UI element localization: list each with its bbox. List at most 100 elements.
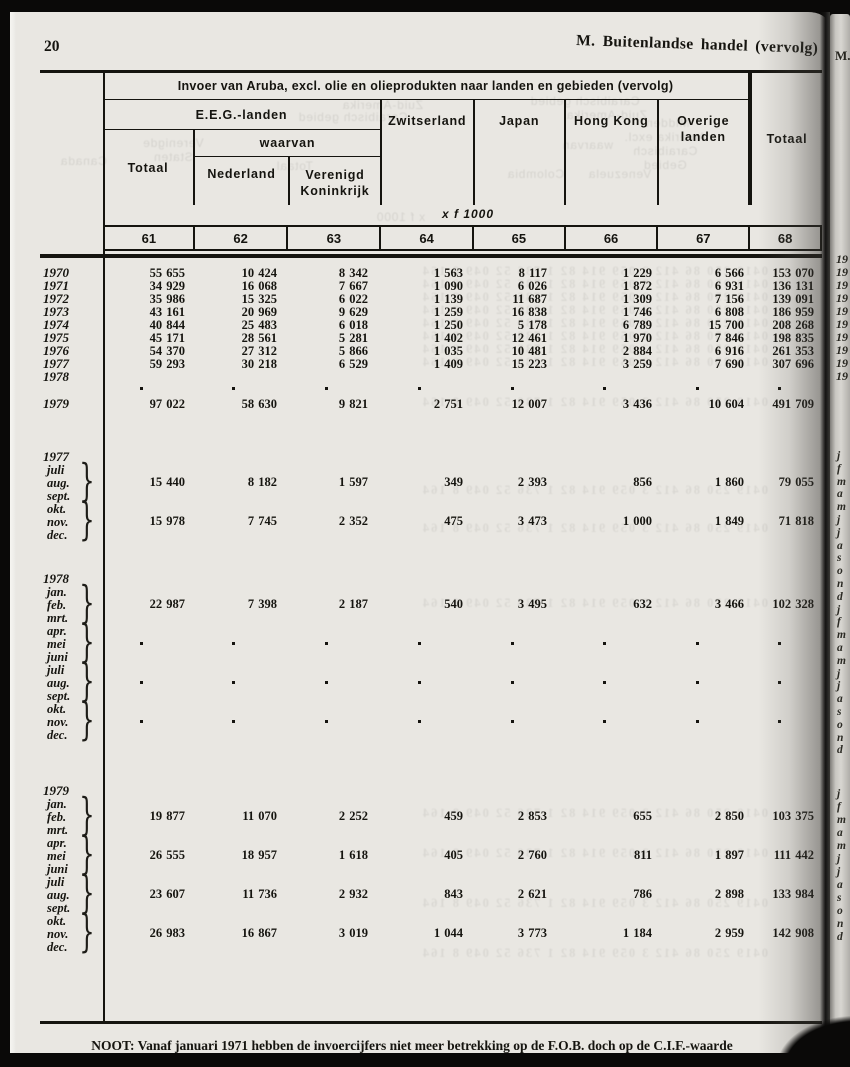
month-group-bracket: } [79, 494, 95, 546]
month-labels: juli aug. sept.} [40, 655, 103, 706]
value-cell-col62 [193, 714, 287, 729]
value-cell-col65 [473, 381, 565, 396]
table-body: 1970 55 655 10 424 8 342 1 563 8 117 1 229 6 56… [40, 258, 822, 958]
column-group-row: E.E.G.-landen Totaal waarvan Nederland V… [103, 100, 748, 205]
value-cell-col66: 2 884 [622, 343, 652, 358]
next-page-month-fragment: j [837, 866, 841, 878]
value-cell-col62: 25 483 [241, 317, 277, 332]
month-label: sept. [47, 900, 71, 915]
value-cell-col65: 2 621 [517, 886, 547, 901]
table-row-months: juli aug. sept.} 15 440 8 182 1 597 349 2 393 85… [40, 455, 822, 506]
month-label: apr. [47, 835, 67, 850]
next-page-month-fragment: s [837, 706, 842, 718]
table-row-year-1971: 1971 34 929 16 068 7 667 1 090 6 026 1 872 6 93… [40, 277, 822, 293]
no-data-dot [510, 387, 514, 391]
no-data-dot [325, 681, 328, 685]
no-data-dot [603, 642, 606, 646]
table-title: Invoer van Aruba, excl. olie en olieprod… [103, 73, 748, 100]
value-cell-col63: 6 018 [338, 317, 368, 332]
value-cell-col63 [287, 381, 380, 396]
month-label: nov. [47, 714, 69, 729]
year-label: 1973 [43, 303, 69, 319]
no-data-dot [695, 642, 699, 646]
value-cell-col65: 3 473 [517, 513, 547, 528]
value-cell-col68: 307 696 [772, 356, 814, 371]
value-cell-col65: 5 178 [517, 317, 547, 332]
next-page-month-fragment: s [837, 552, 842, 565]
value-cell-col65: 2 853 [517, 808, 547, 823]
year-label: 1971 [43, 277, 69, 293]
table-row-year-1978: 1978 [40, 369, 822, 396]
next-page-month-fragment: m [837, 654, 846, 667]
month-label: okt. [47, 913, 67, 928]
col-header-hong-kong: Hong Kong [564, 100, 657, 205]
value-cell-col67: 6 808 [714, 304, 744, 319]
next-page-month-fragment: a [837, 539, 843, 552]
no-data-dot [777, 387, 781, 391]
month-block-1979: 1979 jan. feb. mrt.} 19 877 11 070 2 252 459 2 8… [40, 783, 822, 958]
value-cell-col66: 1 746 [622, 304, 652, 319]
next-page-year-fragment: 19 [836, 291, 848, 304]
next-page-year-fragment: 19 [836, 343, 848, 356]
table-row-year-1970: 1970 55 655 10 424 8 342 1 563 8 117 1 229 6 56… [40, 265, 822, 280]
book-page: 20 M. Buitenlandse handel (vervolg) Zuid… [10, 12, 828, 1053]
value-cell-col61: 15 978 [149, 513, 185, 528]
value-cell-col65: 3 495 [517, 596, 547, 611]
value-cell-col62: 16 068 [241, 278, 277, 293]
value-cell-col65: 3 773 [517, 925, 547, 940]
value-cell-col62: 28 561 [241, 330, 277, 345]
photo-black-corner [766, 1009, 850, 1061]
value-cell-col67: 7 690 [714, 356, 744, 371]
value-cell-col62: 18 957 [241, 847, 277, 862]
month-labels: apr. mei juni} [40, 616, 103, 667]
col-header-japan: Japan [472, 100, 565, 205]
value-cell-col64: 1 090 [433, 278, 463, 293]
value-cell-col63 [287, 636, 380, 651]
value-cell-col68: 103 375 [772, 808, 814, 823]
month-label: aug. [47, 887, 70, 902]
table-row-months: okt. nov. dec.} [40, 694, 822, 745]
col-header-totaal: Totaal [750, 73, 822, 205]
value-cell-col61: 23 607 [149, 886, 185, 901]
value-cell-col65: 6 026 [517, 278, 547, 293]
no-data-dot [695, 720, 699, 724]
value-cell-col64: 1 563 [433, 265, 463, 280]
next-page-month-fragment: o [837, 718, 843, 731]
month-label: juni [47, 649, 68, 664]
month-label: apr. [47, 623, 67, 638]
next-page-month-fragment: a [837, 827, 843, 839]
value-cell-col63 [287, 714, 380, 729]
value-cell-col64: 1 409 [433, 356, 463, 371]
value-cell-col62 [193, 381, 287, 396]
column-number-67: 67 [658, 227, 751, 249]
month-label: mei [47, 636, 66, 651]
value-cell-col62: 8 182 [247, 474, 277, 489]
col-header-overige-landen: Overige landen [656, 100, 749, 205]
no-data-dot [603, 720, 606, 724]
month-group-bracket: } [79, 906, 95, 958]
footnote: NOOT: Vanaf januari 1971 hebben de invoe… [91, 1038, 733, 1053]
value-cell-col63: 8 342 [338, 265, 368, 280]
month-label: dec. [47, 527, 68, 542]
month-labels: okt. nov. dec.} [40, 494, 103, 545]
no-data-dot [139, 387, 143, 391]
next-page-month-fragment: m [837, 814, 846, 826]
value-cell-col68: 133 984 [772, 886, 814, 901]
value-cell-col63: 7 667 [338, 278, 368, 293]
month-label: mrt. [47, 822, 69, 837]
value-cell-col67 [658, 714, 750, 729]
value-cell-col65: 15 223 [511, 356, 547, 371]
value-cell-col67: 10 604 [708, 396, 744, 411]
month-label: juli [47, 874, 65, 889]
value-cell-col61: 34 929 [149, 278, 185, 293]
value-cell-col66 [565, 636, 658, 651]
next-page-month-fragment: a [837, 879, 843, 891]
value-cell-col66: 856 [633, 474, 652, 489]
value-cell-col65: 2 760 [517, 847, 547, 862]
column-number-66: 66 [566, 227, 659, 249]
value-cell-col67: 2 850 [714, 808, 744, 823]
value-cell-col68: 79 055 [778, 474, 814, 489]
value-cell-col63: 2 932 [338, 886, 368, 901]
month-label: nov. [47, 514, 69, 529]
table-row-year-1976: 1976 54 370 27 312 5 866 1 035 10 481 2 884 6 9… [40, 343, 822, 358]
